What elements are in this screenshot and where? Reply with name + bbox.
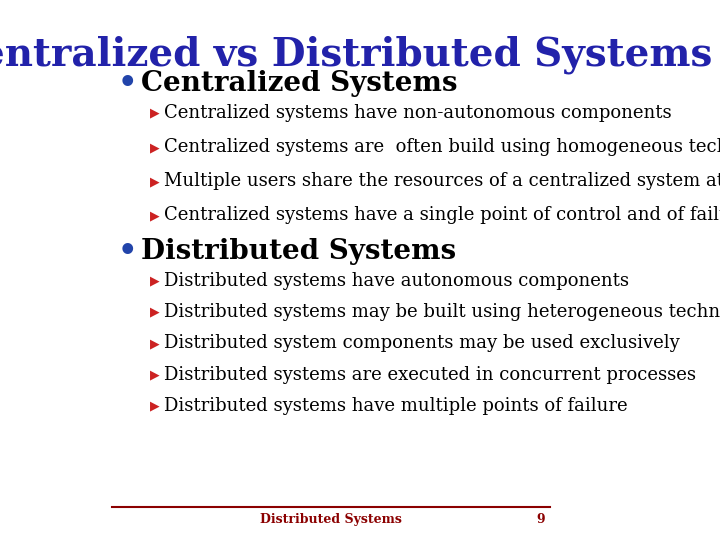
Text: ▶: ▶: [150, 306, 160, 319]
Text: ▶: ▶: [150, 209, 160, 222]
Text: ▶: ▶: [150, 274, 160, 287]
Text: Centralized systems have a single point of control and of failure: Centralized systems have a single point …: [164, 206, 720, 225]
Text: ▶: ▶: [150, 141, 160, 154]
Text: ▶: ▶: [150, 107, 160, 120]
Text: Centralized systems have non-autonomous components: Centralized systems have non-autonomous …: [164, 104, 672, 123]
Text: Centralized vs Distributed Systems: Centralized vs Distributed Systems: [0, 35, 712, 73]
Text: Distributed systems are executed in concurrent processes: Distributed systems are executed in conc…: [164, 366, 696, 384]
Text: Centralized systems are  often build using homogeneous technology: Centralized systems are often build usin…: [164, 138, 720, 157]
Text: Distributed systems have multiple points of failure: Distributed systems have multiple points…: [164, 397, 628, 415]
Text: Distributed systems may be built using heterogeneous technology: Distributed systems may be built using h…: [164, 303, 720, 321]
Text: Distributed Systems: Distributed Systems: [141, 238, 456, 265]
Text: Distributed Systems: Distributed Systems: [260, 513, 402, 526]
Text: ▶: ▶: [150, 175, 160, 188]
Text: Distributed systems have autonomous components: Distributed systems have autonomous comp…: [164, 272, 629, 290]
Text: Centralized Systems: Centralized Systems: [141, 70, 458, 97]
Text: Multiple users share the resources of a centralized system at all times: Multiple users share the resources of a …: [164, 172, 720, 191]
Text: ▶: ▶: [150, 337, 160, 350]
Text: 9: 9: [536, 513, 545, 526]
Text: ▶: ▶: [150, 368, 160, 381]
Text: •: •: [118, 69, 138, 98]
Text: ▶: ▶: [150, 400, 160, 413]
Text: Distributed system components may be used exclusively: Distributed system components may be use…: [164, 334, 680, 353]
Text: •: •: [118, 237, 138, 266]
